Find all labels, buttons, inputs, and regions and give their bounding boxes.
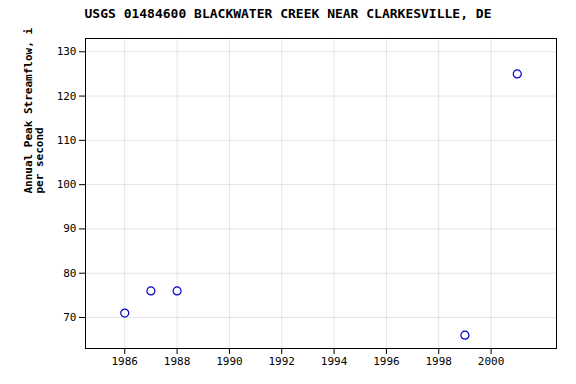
svg-text:1994: 1994 — [321, 355, 348, 368]
svg-text:90: 90 — [63, 222, 76, 235]
html-text:USGS 01484600 BLACKWATER CREEK: USGS 01484600 BLACKWATER CREEK NEAR CLAR… — [84, 6, 492, 21]
svg-text:1998: 1998 — [426, 355, 453, 368]
svg-text:1990: 1990 — [216, 355, 243, 368]
svg-text:130: 130 — [57, 45, 77, 58]
svg-text:1996: 1996 — [373, 355, 400, 368]
svg-text:100: 100 — [57, 178, 77, 191]
svg-text:110: 110 — [57, 134, 77, 147]
svg-text:Annual Peak Streamflow, in cub: Annual Peak Streamflow, in cubic feetper… — [22, 28, 46, 194]
svg-text:70: 70 — [63, 311, 76, 324]
svg-text:2000: 2000 — [478, 355, 505, 368]
svg-text:120: 120 — [57, 90, 77, 103]
svg-text:80: 80 — [63, 267, 76, 280]
svg-text:1988: 1988 — [164, 355, 191, 368]
svg-text:1992: 1992 — [269, 355, 296, 368]
svg-text:1986: 1986 — [112, 355, 139, 368]
